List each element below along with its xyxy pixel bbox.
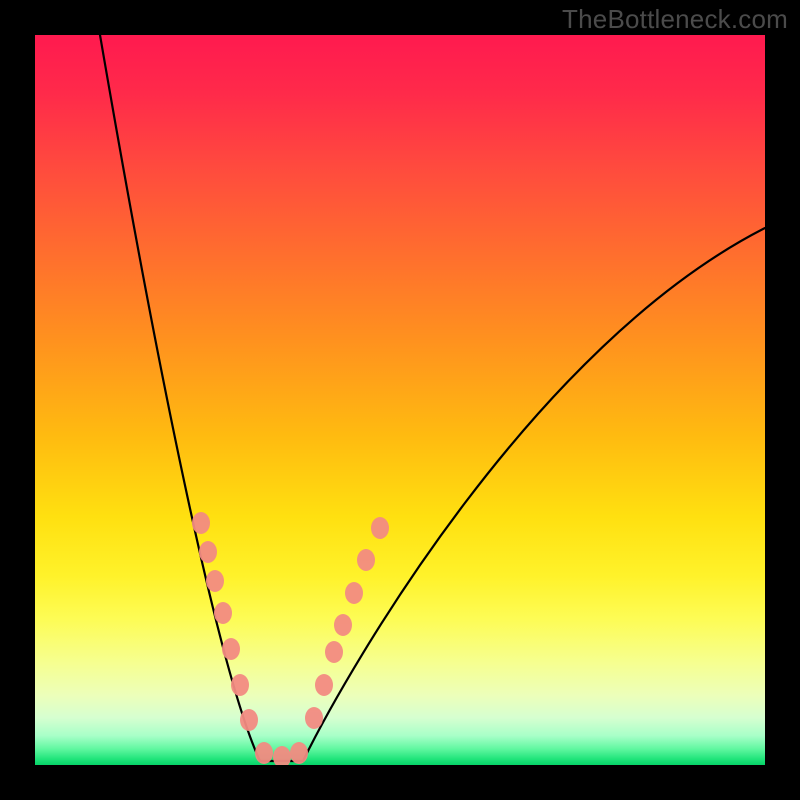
bottleneck-curve [35,35,765,765]
bottom-dot [255,742,273,764]
left-branch-dot [222,638,240,660]
left-branch-dot [199,541,217,563]
right-branch-dot [325,641,343,663]
right-branch-dot [357,549,375,571]
right-branch-dot [315,674,333,696]
curve-path-group [100,35,765,761]
right-branch-dot [305,707,323,729]
left-branch-dot [214,602,232,624]
left-branch-dot [192,512,210,534]
curve-line [100,35,765,761]
bottom-dot [273,746,291,765]
bottom-dot [290,742,308,764]
right-branch-dot [334,614,352,636]
left-branch-dot [206,570,224,592]
left-branch-dot [240,709,258,731]
plot-area [35,35,765,765]
watermark-text: TheBottleneck.com [562,4,788,35]
right-branch-dot [345,582,363,604]
left-branch-dot [231,674,249,696]
right-branch-dot [371,517,389,539]
